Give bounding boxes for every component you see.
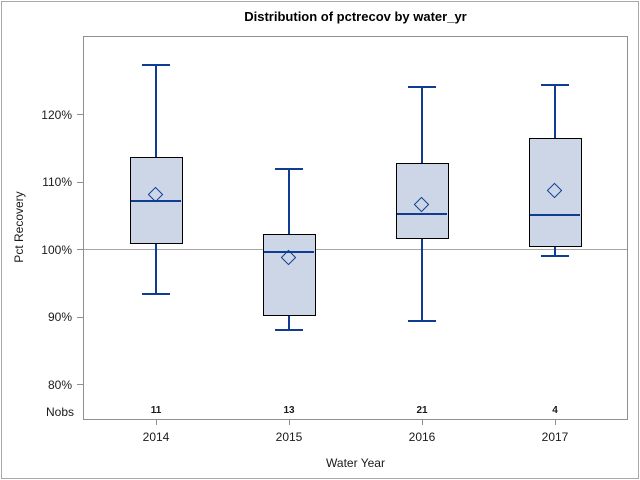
boxplot-2015-whisker-cap-low bbox=[275, 329, 303, 332]
boxplot-2017-box bbox=[528, 137, 582, 248]
boxplot-2015-median-line bbox=[264, 250, 314, 253]
x-tick-label: 2016 bbox=[408, 430, 436, 444]
y-tick bbox=[77, 316, 83, 318]
boxplot-2015-whisker-low-line bbox=[288, 316, 290, 331]
boxplot-2015-whisker-cap-high bbox=[275, 167, 303, 170]
nobs-value: 21 bbox=[416, 404, 428, 416]
reference-line-100pct bbox=[84, 249, 627, 251]
boxplot-2017-whisker-high-line bbox=[554, 84, 556, 138]
boxplot-2017-whisker-low-line bbox=[554, 247, 556, 256]
boxplot-2016-whisker-cap-high bbox=[408, 85, 436, 88]
y-tick-label: 120% bbox=[41, 107, 72, 122]
boxplot-2014-whisker-high-line bbox=[155, 65, 157, 158]
plot-area bbox=[83, 36, 628, 420]
x-tick-label: 2015 bbox=[275, 430, 303, 444]
nobs-value: 4 bbox=[552, 404, 558, 416]
boxplot-2016-whisker-cap-low bbox=[408, 319, 436, 322]
nobs-value: 11 bbox=[150, 404, 162, 416]
boxplot-2014-median-line bbox=[131, 200, 181, 203]
y-tick-label: 100% bbox=[41, 242, 72, 257]
x-tick-label: 2014 bbox=[142, 430, 170, 444]
nobs-value: 13 bbox=[283, 404, 295, 416]
chart-title: Distribution of pctrecov by water_yr bbox=[244, 9, 467, 24]
boxplot-2017-whisker-cap-low bbox=[541, 255, 569, 257]
boxplot-2016-whisker-high-line bbox=[421, 86, 423, 163]
y-tick-label: 90% bbox=[47, 310, 72, 325]
boxplot-2014-whisker-low-line bbox=[155, 243, 157, 295]
nobs-row-label: Nobs bbox=[45, 405, 74, 419]
x-tick bbox=[155, 420, 157, 425]
x-tick-label: 2017 bbox=[541, 430, 569, 444]
boxplot-2016-median-line bbox=[397, 213, 447, 216]
y-tick bbox=[77, 181, 83, 183]
x-tick bbox=[288, 420, 290, 425]
y-tick-label: 80% bbox=[47, 377, 72, 392]
boxplot-2014-whisker-cap-low bbox=[142, 293, 170, 296]
boxplot-2017-median-line bbox=[530, 213, 580, 216]
boxplot-2016-box bbox=[395, 162, 449, 240]
y-tick bbox=[77, 249, 83, 251]
boxplot-2016-whisker-low-line bbox=[421, 239, 423, 321]
y-tick bbox=[77, 114, 83, 116]
y-tick bbox=[77, 384, 83, 386]
boxplot-2014-whisker-cap-high bbox=[142, 64, 170, 67]
x-tick bbox=[421, 420, 423, 425]
y-tick-label: 110% bbox=[42, 175, 72, 190]
boxplot-2015-box bbox=[262, 234, 316, 317]
boxplot-2017-whisker-cap-high bbox=[541, 83, 569, 86]
boxplot-2015-whisker-high-line bbox=[288, 168, 290, 235]
x-axis-title: Water Year bbox=[326, 456, 385, 470]
x-tick bbox=[554, 420, 556, 425]
